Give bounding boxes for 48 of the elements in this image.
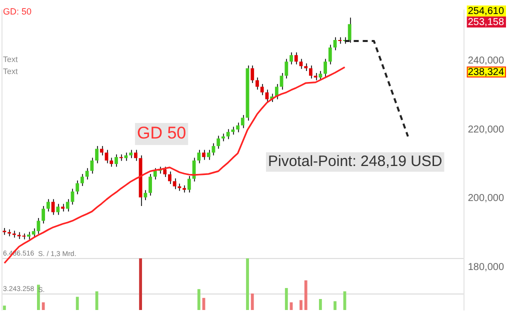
candlestick (134, 149, 138, 162)
candlestick (260, 84, 264, 96)
candlestick (56, 203, 60, 216)
candlestick (163, 166, 167, 178)
candlestick (226, 128, 230, 140)
text: 253,158 (468, 16, 504, 28)
candlestick (46, 198, 50, 212)
candlestick (338, 36, 342, 44)
annotation: GD 50 (137, 124, 186, 143)
candlestick (309, 64, 312, 80)
candlestick (328, 44, 332, 65)
candlestick (148, 173, 152, 196)
candlestick (318, 70, 322, 81)
candlestick (66, 198, 70, 212)
candlestick (95, 146, 99, 164)
candlestick (240, 114, 244, 129)
candlestick (250, 64, 254, 84)
candlestick (114, 154, 118, 168)
y-tick-label: 180,000 (468, 262, 504, 274)
candlestick (187, 176, 191, 194)
candlestick (324, 58, 327, 77)
text: 238,324 (468, 66, 504, 78)
candlestick (348, 17, 352, 44)
candlestick (168, 171, 172, 184)
y-tick-label: 200,000 (468, 193, 504, 204)
candlestick (256, 77, 259, 90)
candlestick (290, 52, 293, 65)
candlestick (294, 52, 298, 65)
candlestick (144, 190, 148, 201)
candlestick (206, 149, 210, 160)
text: 254,610 (468, 6, 504, 17)
annotation: Pivotal-Point: 248,19 USD (268, 153, 442, 170)
y-tick-label: 220,000 (468, 124, 504, 136)
candlestick (76, 180, 80, 195)
candlestick (100, 146, 104, 156)
annotation: Text (3, 55, 18, 64)
candlestick (202, 149, 206, 160)
annotation: GD: 50 (3, 6, 32, 16)
candlestick (85, 168, 89, 180)
candlestick (236, 122, 240, 133)
annotation: Text (3, 67, 18, 76)
candlestick (90, 157, 94, 174)
y-tick-label: 240,000 (468, 55, 504, 66)
candlestick (80, 173, 84, 187)
candlestick (216, 135, 220, 150)
candlestick (153, 168, 157, 180)
candlestick (42, 205, 46, 224)
candlestick (197, 149, 201, 164)
